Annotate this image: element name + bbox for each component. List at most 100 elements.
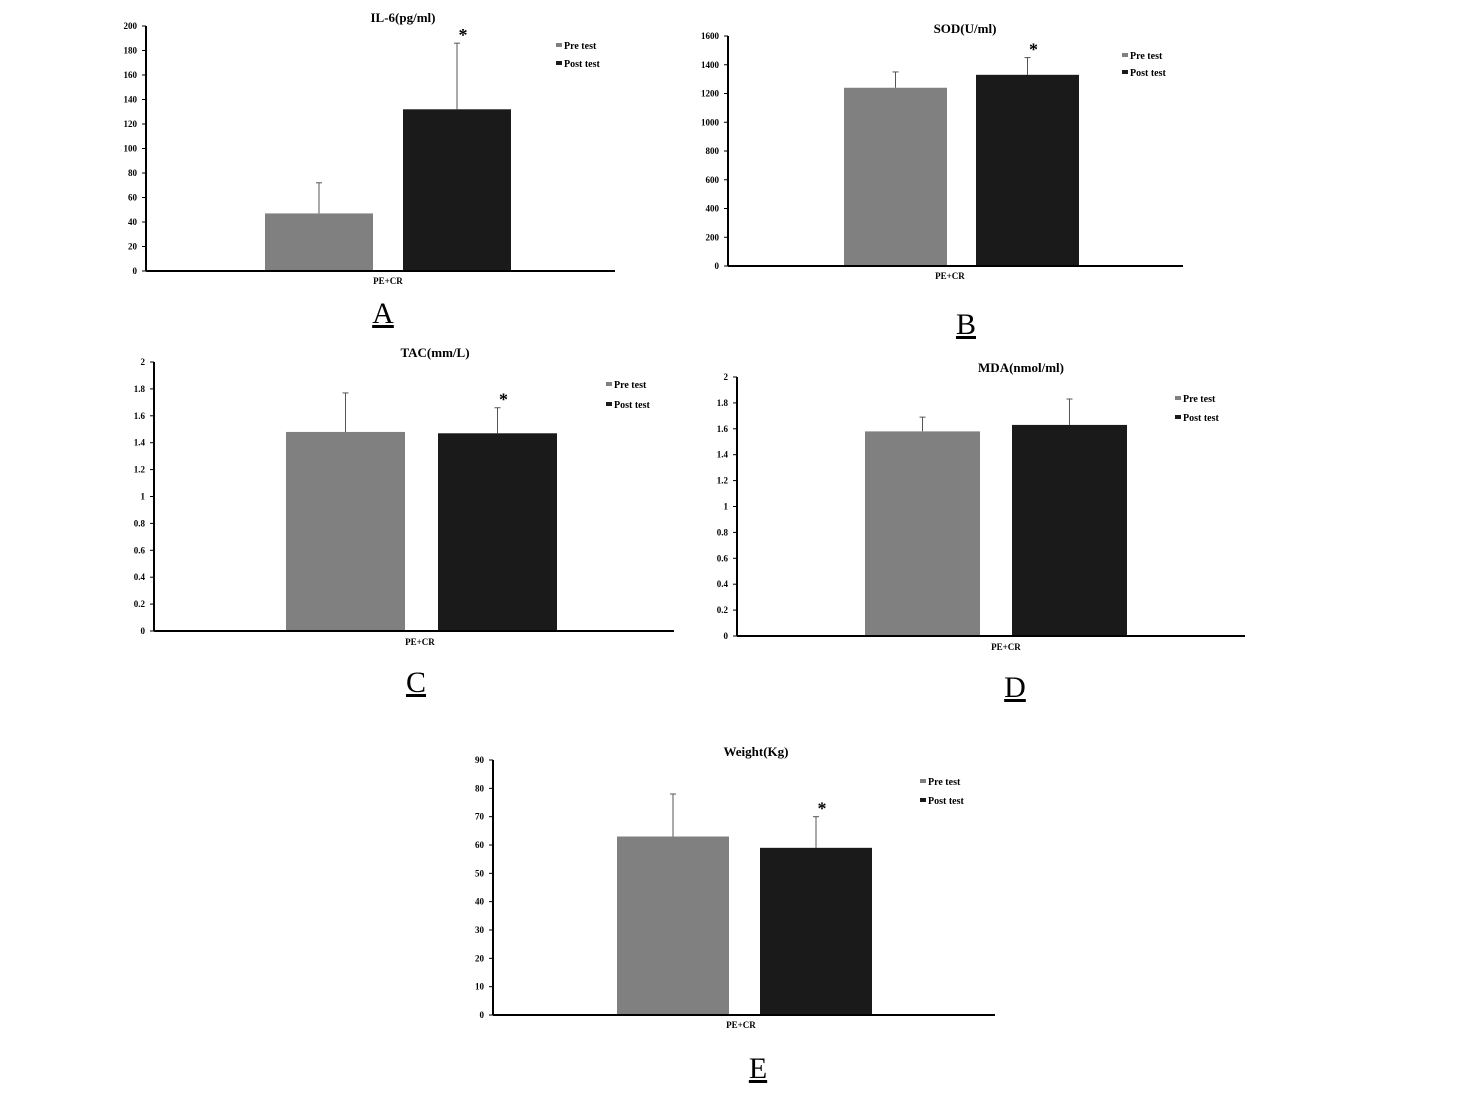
x-category-label: PE+CR bbox=[405, 637, 435, 647]
y-tick-label: 1200 bbox=[701, 89, 720, 99]
legend-swatch-pre-test bbox=[606, 382, 612, 386]
panel-letter: D bbox=[1004, 671, 1026, 704]
y-tick-label: 70 bbox=[475, 812, 485, 822]
y-tick-label: 90 bbox=[475, 755, 485, 765]
bar-post-test bbox=[976, 74, 1079, 266]
significance-star: * bbox=[818, 799, 827, 819]
panel-letter: A bbox=[372, 297, 394, 330]
y-tick-label: 0 bbox=[715, 261, 720, 271]
significance-star: * bbox=[499, 390, 508, 410]
y-tick-label: 1.4 bbox=[134, 438, 146, 448]
legend-label-post-test: Post test bbox=[564, 59, 600, 70]
legend-swatch-post-test bbox=[1122, 70, 1128, 74]
legend-label-post-test: Post test bbox=[614, 400, 650, 411]
chart-panel-b: SOD(U/ml) 0 200 400 600 800 1000 1200 1400 1600 * P… bbox=[701, 21, 1183, 341]
y-tick-label: 0.6 bbox=[134, 545, 146, 555]
y-tick-label: 1.8 bbox=[717, 398, 729, 408]
y-tick-label: 20 bbox=[128, 242, 138, 252]
panel-letter: B bbox=[956, 308, 976, 341]
legend-label-pre-test: Pre test bbox=[1183, 394, 1216, 405]
legend-swatch-post-test bbox=[606, 402, 612, 406]
chart-panel-c: TAC(mm/L) 0 0.2 0.4 0.6 0.8 1 1.2 1.4 1.6 1.8 2 * PE+… bbox=[134, 345, 674, 699]
bar-pre-test bbox=[286, 431, 405, 631]
chart-title: MDA(nmol/ml) bbox=[978, 360, 1064, 375]
y-tick-label: 30 bbox=[475, 925, 485, 935]
x-category-label: PE+CR bbox=[373, 276, 403, 286]
chart-panel-d: MDA(nmol/ml) 0 0.2 0.4 0.6 0.8 1 1.2 1.4 1.6 1.8 2 P… bbox=[717, 360, 1245, 704]
y-tick-label: 2 bbox=[141, 357, 146, 367]
y-tick-label: 40 bbox=[475, 897, 485, 907]
chart-title: IL-6(pg/ml) bbox=[371, 10, 436, 25]
y-tick-label: 400 bbox=[706, 204, 720, 214]
y-tick-label: 1 bbox=[724, 502, 729, 512]
y-tick-label: 60 bbox=[128, 193, 138, 203]
chart-title: Weight(Kg) bbox=[724, 744, 789, 759]
x-category-label: PE+CR bbox=[726, 1020, 756, 1030]
y-tick-label: 0 bbox=[480, 1010, 485, 1020]
y-tick-label: 1.6 bbox=[134, 411, 146, 421]
y-tick-label: 0 bbox=[141, 626, 146, 636]
legend-label-pre-test: Pre test bbox=[1130, 51, 1163, 62]
y-tick-label: 1.8 bbox=[134, 384, 146, 394]
bar-pre-test bbox=[865, 431, 980, 636]
y-tick-label: 10 bbox=[475, 982, 485, 992]
y-tick-label: 1.6 bbox=[717, 424, 729, 434]
bar-pre-test bbox=[265, 213, 373, 271]
chart-panel-a: IL-6(pg/ml) 0 20 40 60 80 100 120 140 160 180 200 * P… bbox=[124, 10, 615, 330]
y-tick-label: 600 bbox=[706, 175, 720, 185]
y-tick-label: 0.4 bbox=[717, 579, 729, 589]
legend-label-pre-test: Pre test bbox=[614, 380, 647, 391]
x-category-label: PE+CR bbox=[935, 271, 965, 281]
significance-star: * bbox=[1029, 40, 1038, 60]
y-tick-label: 0 bbox=[133, 266, 138, 276]
legend-swatch-post-test bbox=[1175, 415, 1181, 419]
y-tick-label: 40 bbox=[128, 217, 138, 227]
y-tick-label: 80 bbox=[128, 168, 138, 178]
legend-label-post-test: Post test bbox=[1130, 68, 1166, 79]
chart-panel-e: Weight(Kg) 0 10 20 30 40 50 60 70 80 90 * PE+CR Pre t… bbox=[475, 744, 995, 1085]
legend-label-post-test: Post test bbox=[928, 796, 964, 807]
y-tick-label: 180 bbox=[124, 46, 138, 56]
bar-post-test bbox=[760, 847, 872, 1015]
legend-label-pre-test: Pre test bbox=[564, 41, 597, 52]
chart-legend: Pre test Post test bbox=[1122, 51, 1166, 79]
y-tick-label: 140 bbox=[124, 95, 138, 105]
panel-letter: C bbox=[406, 666, 426, 699]
y-tick-label: 0.8 bbox=[717, 527, 729, 537]
y-tick-label: 2 bbox=[724, 372, 729, 382]
chart-legend: Pre test Post test bbox=[606, 380, 650, 411]
legend-swatch-pre-test bbox=[556, 43, 562, 47]
legend-swatch-pre-test bbox=[920, 779, 926, 783]
legend-label-pre-test: Pre test bbox=[928, 777, 961, 788]
y-tick-label: 200 bbox=[124, 21, 138, 31]
y-tick-label: 1000 bbox=[701, 117, 720, 127]
y-tick-label: 200 bbox=[706, 232, 720, 242]
panel-letter: E bbox=[749, 1052, 767, 1085]
y-tick-label: 0.6 bbox=[717, 553, 729, 563]
y-tick-label: 0.8 bbox=[134, 518, 146, 528]
y-tick-label: 160 bbox=[124, 70, 138, 80]
y-tick-label: 0 bbox=[724, 631, 729, 641]
legend-swatch-pre-test bbox=[1175, 396, 1181, 400]
y-tick-label: 60 bbox=[475, 840, 485, 850]
y-tick-label: 20 bbox=[475, 953, 485, 963]
bar-post-test bbox=[403, 109, 511, 271]
x-category-label: PE+CR bbox=[991, 642, 1021, 652]
y-tick-label: 800 bbox=[706, 146, 720, 156]
legend-label-post-test: Post test bbox=[1183, 413, 1219, 424]
y-tick-label: 80 bbox=[475, 783, 485, 793]
legend-swatch-post-test bbox=[556, 61, 562, 65]
y-tick-label: 1 bbox=[141, 492, 146, 502]
significance-star: * bbox=[459, 25, 468, 45]
chart-legend: Pre test Post test bbox=[556, 41, 600, 70]
y-tick-label: 0.4 bbox=[134, 572, 146, 582]
y-tick-label: 1.4 bbox=[717, 450, 729, 460]
bar-pre-test bbox=[617, 836, 729, 1015]
chart-legend: Pre test Post test bbox=[920, 777, 964, 807]
bar-post-test bbox=[438, 433, 557, 631]
chart-title: TAC(mm/L) bbox=[400, 345, 469, 360]
bar-pre-test bbox=[844, 87, 947, 266]
y-tick-label: 120 bbox=[124, 119, 138, 129]
y-tick-label: 1400 bbox=[701, 60, 720, 70]
